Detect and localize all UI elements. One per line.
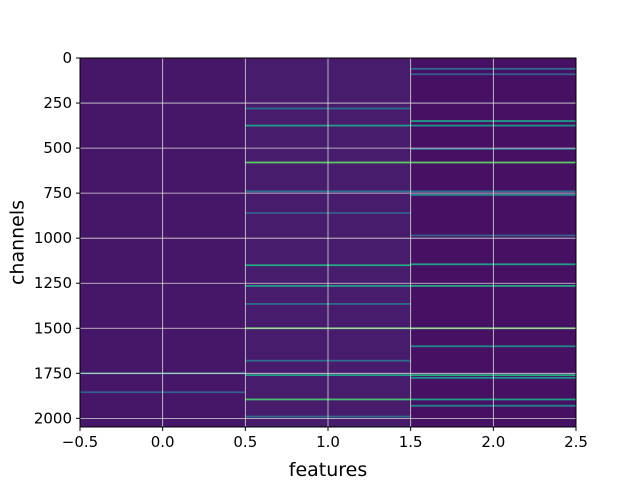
x-tick-label: 0.0 (151, 433, 175, 451)
x-tick-label: 0.5 (233, 433, 257, 451)
y-tick-label: 1000 (34, 229, 72, 247)
x-tick-label: 1.0 (316, 433, 340, 451)
x-tick-label: 2.0 (481, 433, 505, 451)
y-tick-label: 250 (43, 94, 72, 112)
x-axis-label: features (289, 459, 368, 480)
x-tick-label: 2.5 (564, 433, 588, 451)
y-tick-label: 750 (43, 184, 72, 202)
y-axis-label: channels (7, 200, 29, 285)
x-tick-label: −0.5 (62, 433, 98, 451)
y-axis: 0 250 500 750 1000 1250 1500 1750 2000 (34, 49, 80, 427)
x-tick-label: 1.5 (399, 433, 423, 451)
y-tick-label: 1250 (34, 274, 72, 292)
y-tick-label: 2000 (34, 409, 72, 427)
y-tick-label: 500 (43, 139, 72, 157)
y-tick-label: 0 (62, 49, 72, 67)
y-tick-label: 1500 (34, 319, 72, 337)
x-axis: −0.5 0.0 0.5 1.0 1.5 2.0 2.5 (62, 427, 588, 451)
y-tick-label: 1750 (34, 364, 72, 382)
plot-area (79, 57, 577, 428)
